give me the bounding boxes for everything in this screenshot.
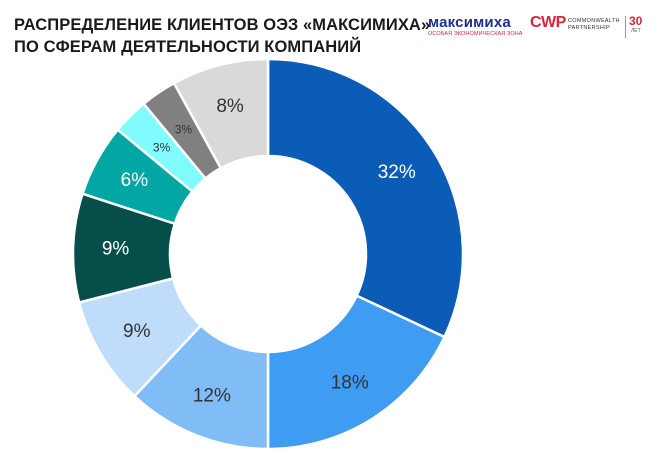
donut-slice-label: 9%: [102, 239, 130, 260]
cwp-logo-line1: COMMONWEALTH: [568, 18, 620, 24]
maksimikha-logo: максимиха ОСОБАЯ ЭКОНОМИЧЕСКАЯ ЗОНА: [428, 15, 528, 38]
cwp-logo-years: 30: [629, 14, 643, 28]
donut-slice-label: 3%: [153, 141, 171, 155]
donut-slice-label: 8%: [216, 96, 244, 117]
donut-slice-label: 12%: [193, 385, 231, 406]
commonwealth-partnership-logo: CWP COMMONWEALTH PARTNERSHIP 30 ЛЕТ: [530, 12, 648, 42]
donut-slice: [266, 294, 447, 451]
donut-slice-label: 3%: [175, 123, 193, 137]
donut-slice: [266, 57, 465, 339]
chart-title-line1: РАСПРЕДЕЛЕНИЕ КЛИЕНТОВ ОЭЗ «МАКСИМИХА»: [14, 16, 431, 34]
donut-slice-labels: 32% 18% 12% 9% 9% 6% 3% 3% 8%: [102, 96, 416, 406]
donut-slice-label: 6%: [121, 170, 149, 191]
cwp-logo-years-unit: ЛЕТ: [631, 28, 641, 34]
cwp-logo-mark: CWP: [530, 14, 566, 31]
donut-slice-label: 18%: [331, 372, 369, 393]
donut-slice-label: 9%: [123, 321, 151, 342]
chart-title-line2: ПО СФЕРАМ ДЕЯТЕЛЬНОСТИ КОМПАНИЙ: [14, 38, 362, 56]
maksimikha-logo-subtitle: ОСОБАЯ ЭКОНОМИЧЕСКАЯ ЗОНА: [428, 31, 523, 37]
donut-slice-label: 32%: [378, 162, 416, 183]
maksimikha-logo-name: максимиха: [428, 14, 511, 31]
donut-slice: [172, 57, 270, 170]
cwp-logo-line2: PARTNERSHIP: [568, 25, 610, 31]
cwp-logo-text: COMMONWEALTH PARTNERSHIP: [568, 18, 620, 32]
donut-slices: [71, 57, 465, 451]
cwp-logo-divider: [625, 16, 626, 38]
chart-title: РАСПРЕДЕЛЕНИЕ КЛИЕНТОВ ОЭЗ «МАКСИМИХА» П…: [14, 14, 430, 58]
